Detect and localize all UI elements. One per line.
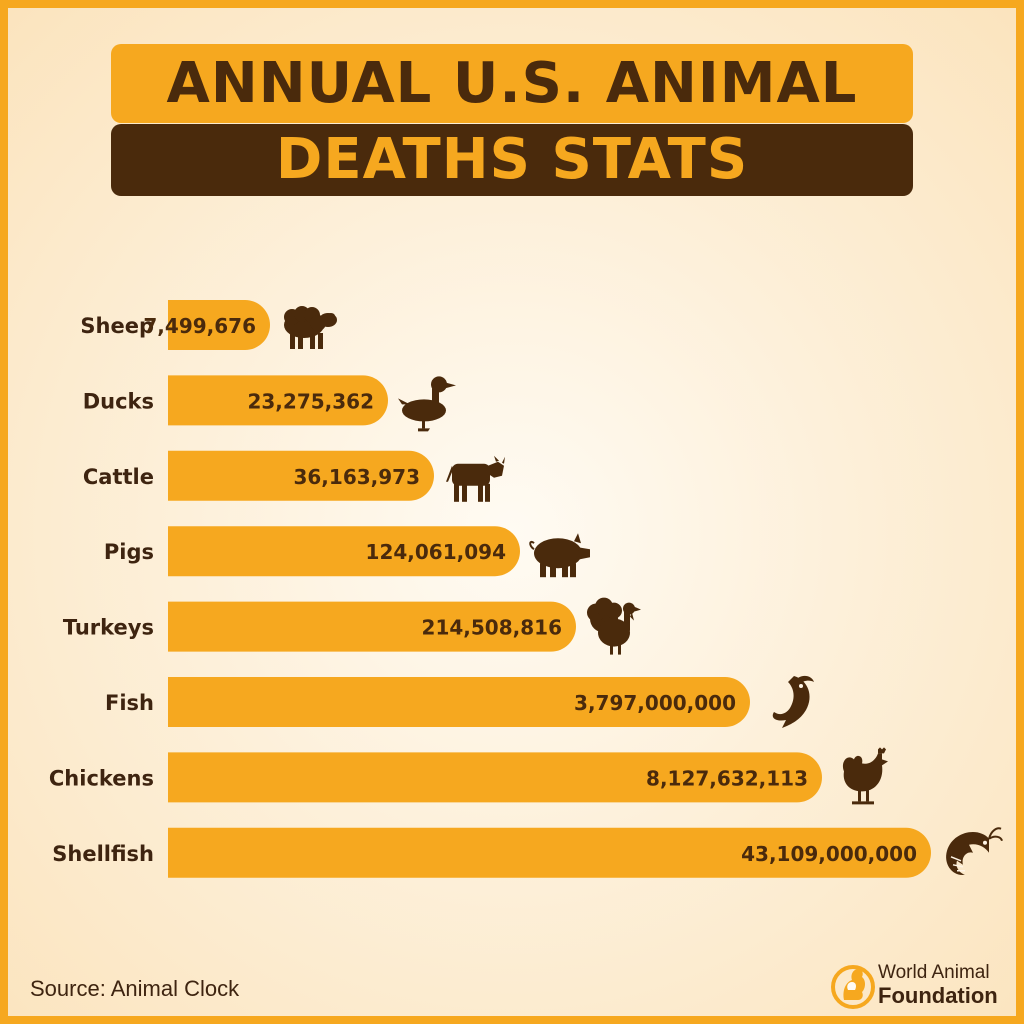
- value-label: 8,127,632,113: [646, 766, 808, 790]
- value-label: 23,275,362: [247, 389, 374, 413]
- bar-row-chickens: Chickens 8,127,632,113: [49, 747, 888, 805]
- dog-cat-logo-icon: [831, 965, 875, 1009]
- bar-row-turkeys: Turkeys 214,508,816: [63, 597, 641, 655]
- title-banner-top: ANNUAL U.S. ANIMAL: [111, 44, 913, 123]
- bar: [168, 450, 434, 501]
- bar-row-fish: Fish 3,797,000,000: [105, 675, 814, 728]
- brand-block: World Animal Foundation: [828, 956, 1016, 1016]
- brand-name-line-2: Foundation: [878, 983, 998, 1008]
- category-label: Shellfish: [52, 842, 154, 866]
- title-line-2: DEATHS STATS: [275, 127, 749, 192]
- bar: [168, 375, 388, 426]
- bar-row-pigs: Pigs 124,061,094: [104, 526, 590, 578]
- bar: [168, 752, 822, 803]
- fish-icon: [772, 675, 814, 728]
- category-label: Cattle: [83, 465, 154, 489]
- chicken-icon: [842, 747, 888, 805]
- bar-row-shellfish: Shellfish 43,109,000,000: [52, 827, 1003, 878]
- sheep-icon: [284, 306, 337, 349]
- value-label: 214,508,816: [422, 616, 562, 640]
- bar-row-ducks: Ducks 23,275,362: [83, 375, 456, 432]
- bar: [168, 526, 520, 577]
- brand-name-line-1: World Animal: [878, 962, 990, 983]
- bar: [168, 300, 270, 350]
- value-label: 7,499,676: [143, 314, 256, 338]
- value-label: 36,163,973: [293, 465, 420, 489]
- value-label: 124,061,094: [366, 540, 506, 564]
- title-line-1: ANNUAL U.S. ANIMAL: [166, 50, 858, 116]
- bar: [168, 677, 750, 727]
- category-label: Chickens: [49, 766, 154, 790]
- category-label: Turkeys: [63, 616, 154, 640]
- category-label: Fish: [105, 691, 154, 715]
- bar-row-cattle: Cattle 36,163,973: [83, 450, 505, 502]
- source-note: Source: Animal Clock: [30, 976, 240, 1001]
- bar: [168, 601, 576, 652]
- pig-icon: [529, 533, 590, 578]
- cow-icon: [446, 455, 505, 502]
- turkey-icon: [587, 597, 641, 655]
- category-label: Sheep: [80, 314, 154, 338]
- category-label: Pigs: [104, 540, 154, 564]
- category-label: Ducks: [83, 389, 154, 413]
- value-label: 43,109,000,000: [741, 842, 917, 866]
- shrimp-icon: [946, 827, 1003, 876]
- duck-icon: [398, 376, 456, 432]
- title-banner-bottom: DEATHS STATS: [111, 124, 913, 196]
- bar: [168, 827, 931, 878]
- value-label: 3,797,000,000: [574, 691, 736, 715]
